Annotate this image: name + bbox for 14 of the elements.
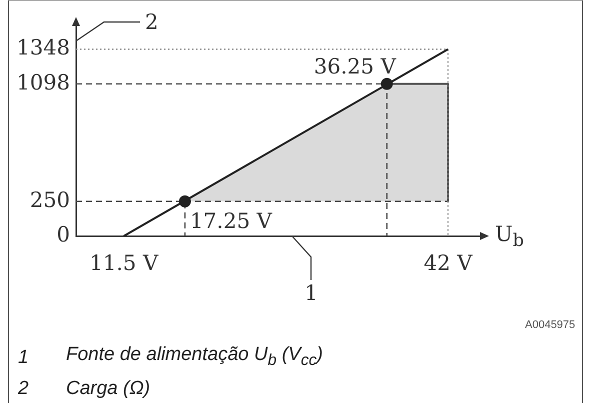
x-tick-label: 11.5 V <box>90 251 159 276</box>
y-tick-label: 250 <box>30 188 70 212</box>
y-tick-label: 1348 <box>16 36 70 60</box>
annotation: 17.25 V <box>190 208 273 233</box>
y-tick-label: 1098 <box>16 70 70 94</box>
text: A0045975 <box>525 318 576 330</box>
text: 1 Fonte de alimentação U$_{b}$ (V$_{cc}$) <box>18 344 323 369</box>
annotation: 36.25 V <box>314 54 397 78</box>
x-tick-label: 42 V <box>424 251 474 276</box>
text: 2 Carga (Ω) <box>18 378 150 398</box>
y-tick-label: 0 <box>56 222 70 246</box>
y-axis-title: 2 <box>145 10 158 34</box>
text: 1 <box>304 280 318 304</box>
x-axis-title: U$_{b}$ <box>495 222 524 251</box>
